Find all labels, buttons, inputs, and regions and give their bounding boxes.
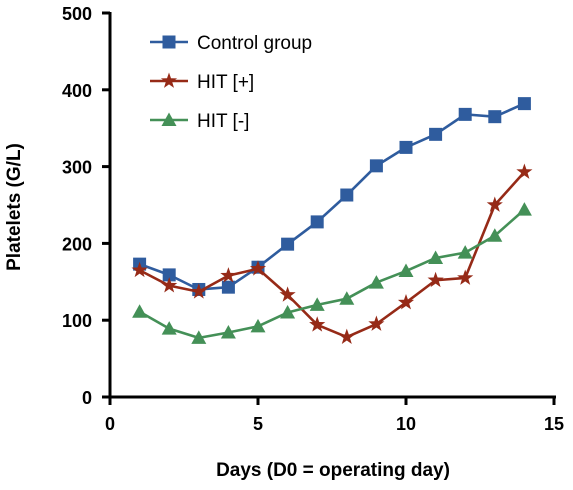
series-layer <box>131 97 533 344</box>
data-point <box>458 107 472 121</box>
x-tick-label: 10 <box>396 414 416 434</box>
y-tick-label: 0 <box>82 388 92 408</box>
data-point <box>279 286 296 302</box>
legend: Control group HIT [+] HIT [-] <box>150 33 312 132</box>
data-point <box>280 305 296 319</box>
x-axis-title: Days (D0 = operating day) <box>216 460 450 481</box>
data-point <box>368 315 385 331</box>
data-point <box>309 297 325 311</box>
data-point <box>517 97 531 111</box>
data-point <box>281 237 295 251</box>
data-point <box>250 318 266 333</box>
data-point <box>429 127 443 141</box>
legend-label: Control group <box>197 33 312 54</box>
data-point <box>516 202 532 216</box>
legend-item: Control group <box>150 33 312 54</box>
data-point <box>427 271 444 288</box>
data-point <box>398 263 414 278</box>
data-point <box>310 215 324 229</box>
x-tick-label: 5 <box>253 414 263 434</box>
legend-marker <box>160 72 178 88</box>
data-point <box>488 110 502 124</box>
data-point <box>457 269 474 285</box>
data-point <box>309 316 326 332</box>
data-point <box>368 275 384 289</box>
data-point <box>132 304 148 318</box>
data-point <box>457 245 473 259</box>
legend-label: HIT [-] <box>197 111 249 132</box>
data-point <box>161 277 178 293</box>
data-point <box>487 228 503 242</box>
data-point <box>338 328 355 344</box>
series-triangle <box>132 202 532 344</box>
data-point <box>221 280 235 294</box>
data-point <box>220 267 237 283</box>
data-point <box>161 321 177 335</box>
x-tick-label: 15 <box>544 414 564 434</box>
data-point <box>516 163 533 179</box>
legend-marker <box>161 112 177 126</box>
data-point <box>191 330 207 344</box>
y-tick-label: 500 <box>62 4 92 24</box>
legend-marker <box>162 35 176 49</box>
data-point <box>162 268 176 282</box>
data-point <box>340 188 354 202</box>
data-point <box>249 260 267 276</box>
data-point <box>339 291 355 305</box>
y-tick-label: 300 <box>62 158 92 178</box>
data-point <box>428 250 444 264</box>
y-tick-label: 100 <box>62 311 92 331</box>
legend-item: HIT [-] <box>150 111 249 132</box>
data-point <box>399 140 413 154</box>
data-point <box>131 261 148 278</box>
data-point <box>369 159 383 173</box>
y-tick-label: 200 <box>62 234 92 254</box>
y-tick-label: 400 <box>62 81 92 101</box>
y-axis-title: Platelets (G/L) <box>4 143 25 271</box>
legend-item: HIT [+] <box>150 72 254 93</box>
axes: 0 5 10 15 0 100 200 300 400 500 <box>62 4 564 434</box>
data-point <box>486 196 503 212</box>
data-point <box>220 324 236 339</box>
data-point <box>397 294 415 310</box>
x-tick-label: 0 <box>105 414 115 434</box>
legend-label: HIT [+] <box>197 72 254 93</box>
series-star <box>131 163 533 344</box>
series-line <box>138 208 526 340</box>
data-point <box>190 283 207 299</box>
